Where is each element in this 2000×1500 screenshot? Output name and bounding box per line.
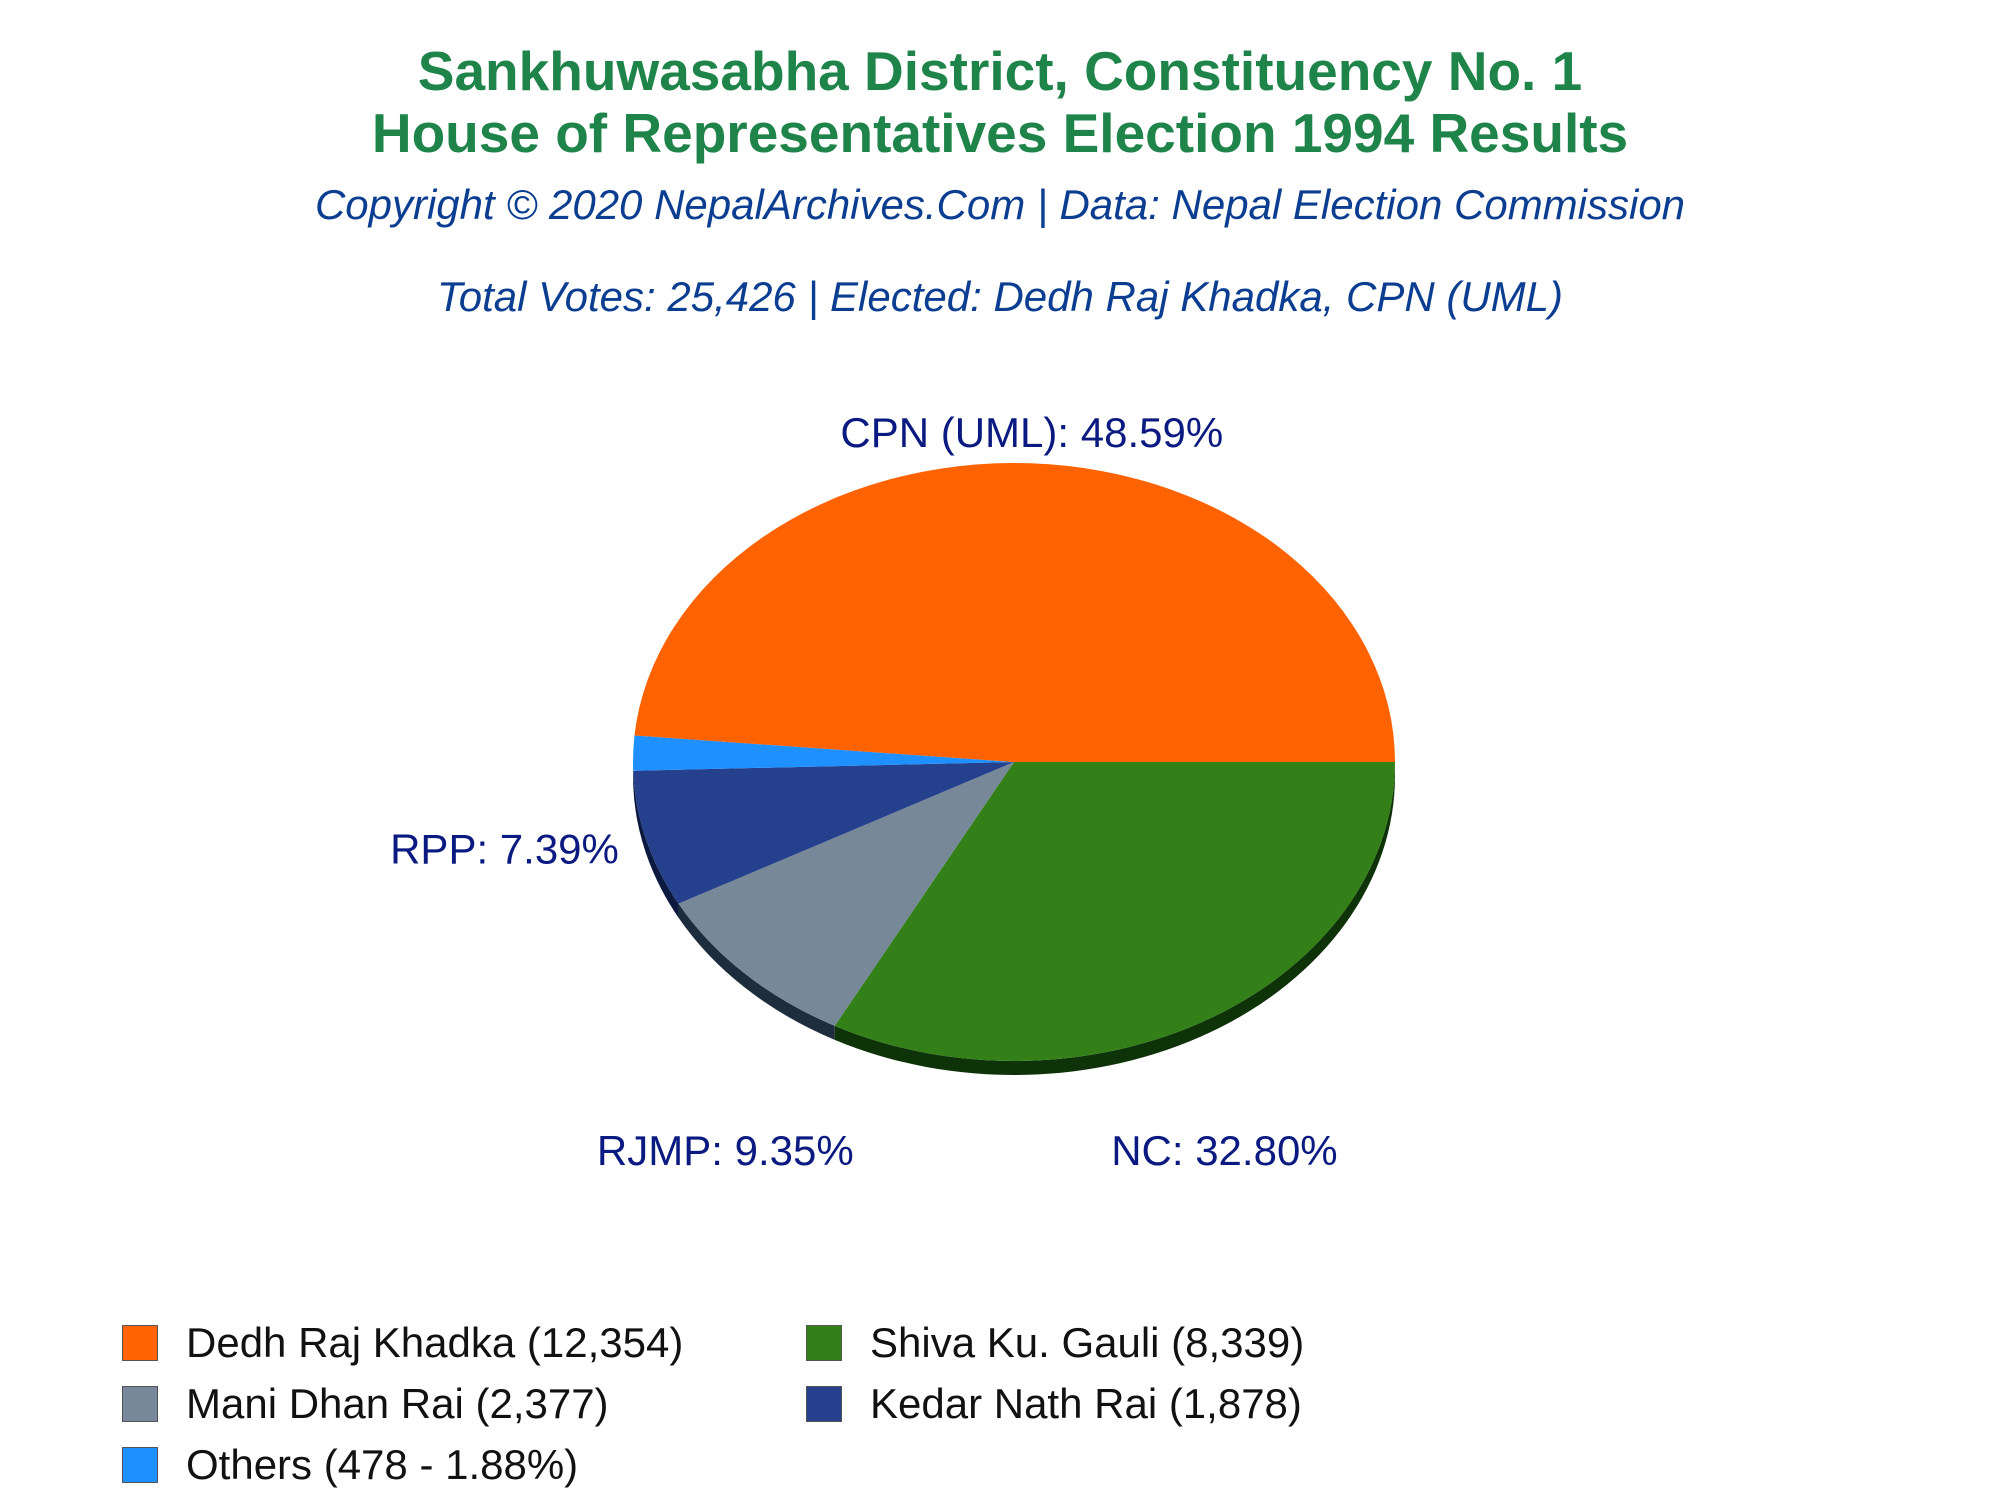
pie-side-nc [834,762,1395,1076]
legend-swatch [806,1325,842,1361]
legend-label: Others (478 - 1.88%) [186,1441,579,1488]
chart-totals: Total Votes: 25,426 | Elected: Dedh Raj … [436,273,1564,320]
pie-slice-cpn-uml-[interactable] [634,463,1395,762]
pie-slice-rpp[interactable] [633,762,1014,904]
pie-labels: NC: 32.80% RJMP: 9.35% RPP: 7.39% CPN (UML)… [390,409,1338,1174]
chart-title-line1: Sankhuwasabha District, Constituency No.… [417,40,1583,102]
pie-slice-others[interactable] [632,735,1014,771]
pie-side-walls [633,762,1395,1076]
legend-swatch [122,1447,158,1483]
legend-item-kedar-nath-rai[interactable]: Kedar Nath Rai (1,878) [806,1379,1302,1429]
legend-item-mani-dhan-rai[interactable]: Mani Dhan Rai (2,377) [122,1379,609,1429]
pie-slices [632,463,1395,1061]
chart-subtitle: Copyright © 2020 NepalArchives.Com | Dat… [314,181,1686,228]
legend-item-shiva-ku-gauli[interactable]: Shiva Ku. Gauli (8,339) [806,1318,1304,1368]
pie-slice-nc[interactable] [834,762,1395,1061]
legend-swatch [122,1386,158,1422]
pie-side-rpp [633,770,679,918]
legend-label: Dedh Raj Khadka (12,354) [186,1319,684,1366]
legend-label: Shiva Ku. Gauli (8,339) [870,1319,1305,1366]
chart-header: Sankhuwasabha District, Constituency No.… [0,40,2000,322]
slice-label-rpp: RPP: 7.39% [390,826,619,873]
legend-item-dedh-raj-khadka[interactable]: Dedh Raj Khadka (12,354) [122,1318,683,1368]
legend-swatch [122,1325,158,1361]
chart-title-line2: House of Representatives Election 1994 R… [371,102,1629,164]
pie-side-rjmp [678,903,835,1040]
slice-label-rjmp: RJMP: 9.35% [597,1127,854,1174]
slice-label-cpn-uml-: CPN (UML): 48.59% [840,409,1223,456]
legend-item-others[interactable]: Others (478 - 1.88%) [122,1440,578,1490]
slice-label-nc: NC: 32.80% [1111,1127,1337,1174]
pie-slice-rjmp[interactable] [678,762,1014,1026]
legend-swatch [806,1386,842,1422]
legend-label: Kedar Nath Rai (1,878) [870,1380,1302,1427]
legend-label: Mani Dhan Rai (2,377) [186,1380,609,1427]
